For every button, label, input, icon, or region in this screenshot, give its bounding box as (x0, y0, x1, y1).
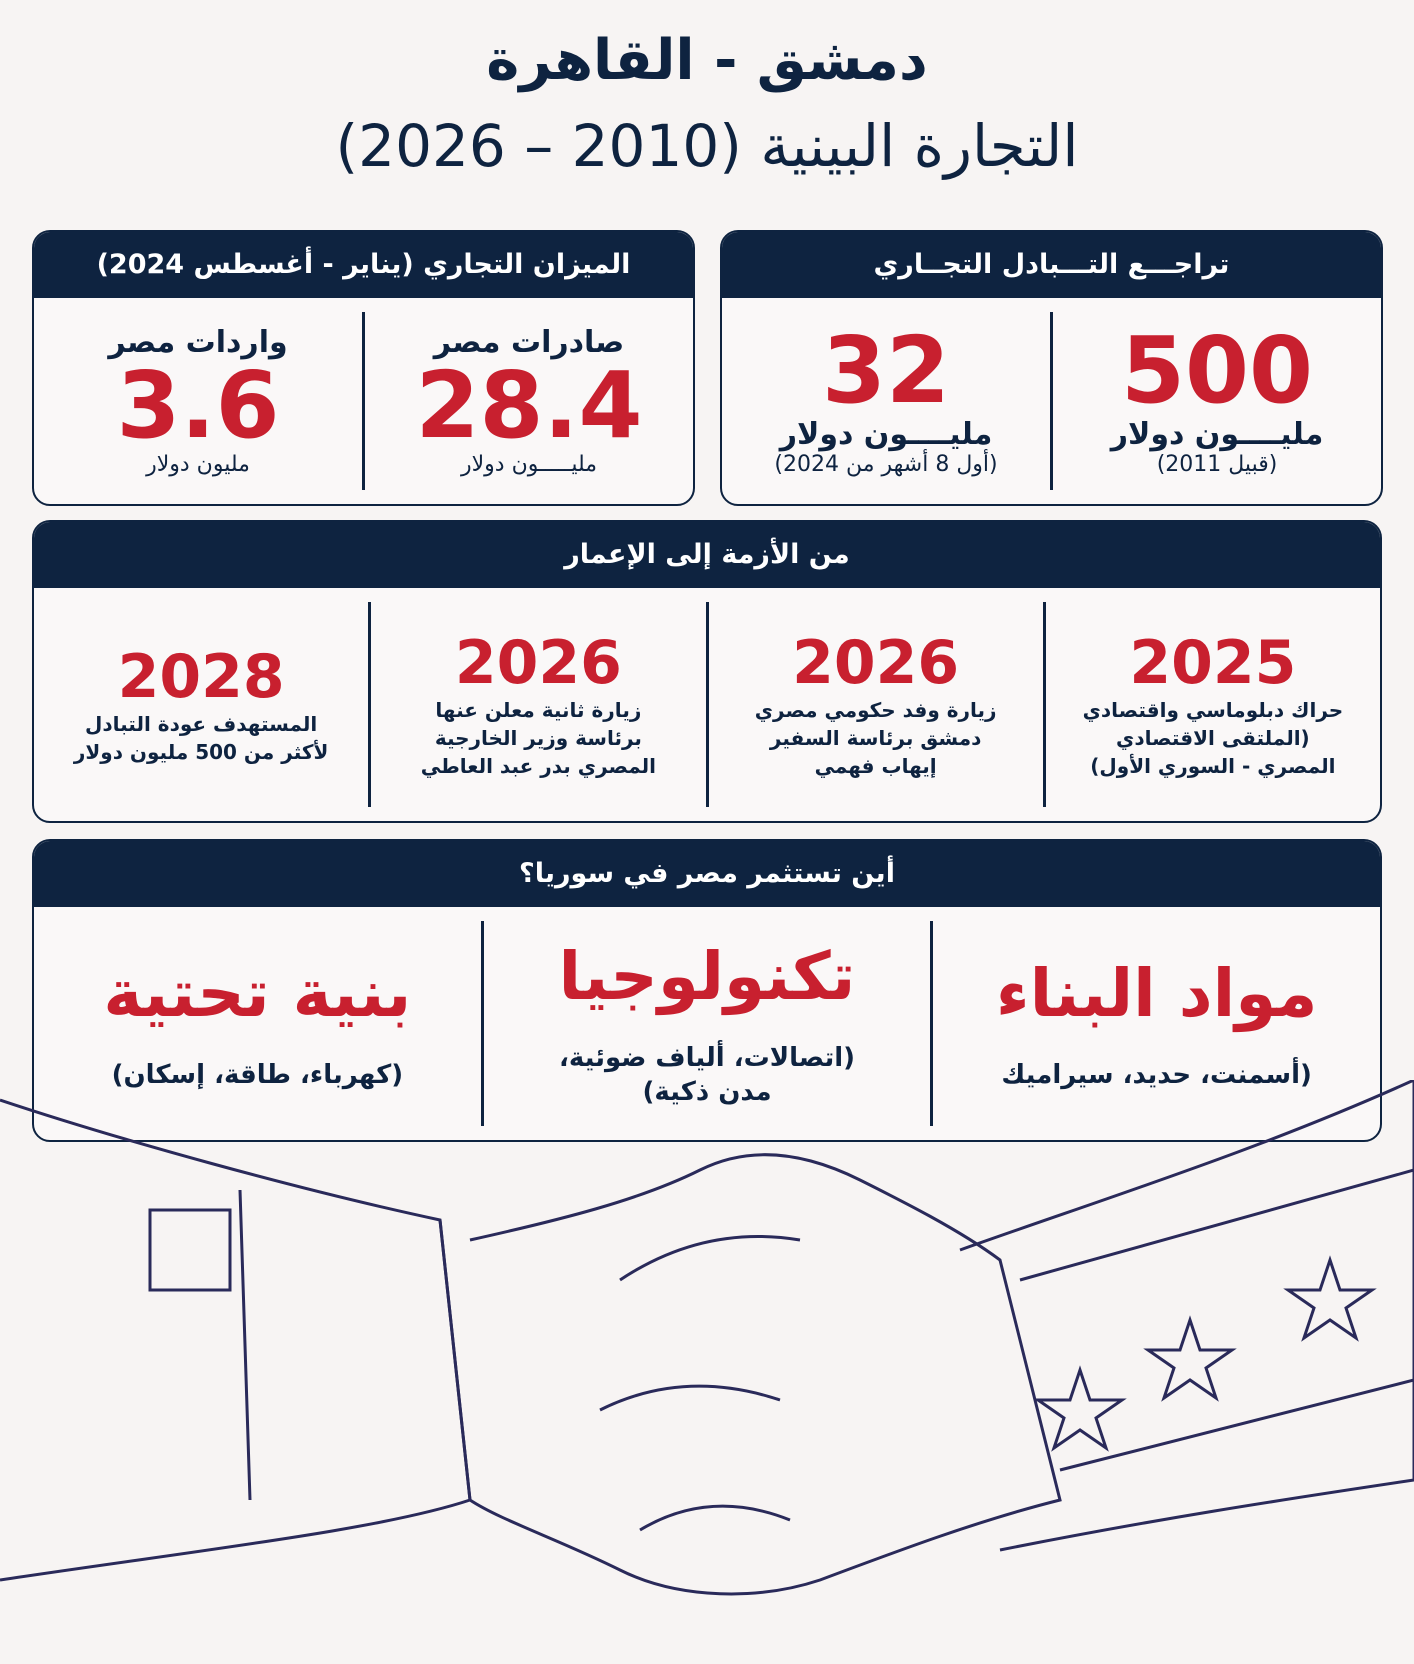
left-cuff (238, 1189, 472, 1501)
item-text: المستهدف عودة التبادل (84, 711, 318, 736)
divider (930, 921, 934, 1126)
year: 2026 (792, 627, 960, 698)
year: 2028 (117, 641, 285, 712)
item-text: (اتصالات، ألياف ضوئية، (558, 1043, 856, 1073)
sector: بنية تحتية (103, 955, 412, 1032)
subtitle: التجارة البينية (2010 – 2026) (335, 112, 1079, 180)
divider (1050, 312, 1053, 490)
stat-unit: مليــــون دولار (779, 417, 993, 452)
item-text: المصري - السوري الأول) (1090, 753, 1336, 778)
stat-label: واردات مصر (108, 325, 288, 360)
item-text: حراك دبلوماسي واقتصادي (1082, 697, 1344, 722)
stat-value: 32 (821, 317, 951, 424)
invest-panel: أين تستثمر مصر في سوريا؟ مواد البناء (أسم… (32, 839, 1382, 1142)
stat: 500 مليــــون دولار (قبيل 2011) (1053, 298, 1381, 504)
left-sleeve (0, 1098, 472, 1582)
stat-label: صادرات مصر (433, 325, 625, 360)
item-text: برئاسة وزير الخارجية (434, 725, 642, 750)
item-text: المصري بدر عبد العاطي (420, 753, 657, 778)
divider (1042, 602, 1046, 807)
panel-title: الميزان التجاري (يناير - أغسطس 2024) (34, 232, 693, 298)
panel-title: تراجـــع التـــبادل التجــاري (722, 232, 1381, 298)
item-text: زيارة ثانية معلن عنها (435, 697, 642, 722)
divider (705, 602, 709, 807)
item: 2028 المستهدف عودة التبادل لأكثر من 500 مل… (34, 588, 368, 821)
stat: صادرات مصر 28.4 مليـــــون دولار (365, 298, 693, 504)
stat-unit: مليـــــون دولار (460, 452, 598, 477)
stat-value: 28.4 (415, 352, 643, 459)
year: 2026 (454, 627, 622, 698)
item: مواد البناء (أسمنت، حديد، سيراميك (933, 907, 1380, 1140)
timeline-panel: من الأزمة إلى الإعمار 2025 حراك دبلوماسي … (32, 520, 1382, 823)
stat: 32 مليــــون دولار (أول 8 أشهر من 2024) (722, 298, 1050, 504)
item-text: مدن ذكية) (642, 1077, 772, 1107)
flag-stars (1033, 1255, 1377, 1452)
stat-value: 500 (1120, 317, 1314, 424)
item-text: دمشق برئاسة السفير (769, 725, 982, 750)
sector: مواد البناء (995, 955, 1318, 1032)
panel-title: أين تستثمر مصر في سوريا؟ (34, 841, 1380, 907)
hands (469, 1153, 1062, 1596)
divider (368, 602, 372, 807)
item: بنية تحتية (كهرباء، طاقة، إسكان) (34, 907, 481, 1140)
stat-note: (أول 8 أشهر من 2024) (774, 452, 998, 477)
item-text: (الملتقى الاقتصادي (1116, 725, 1310, 750)
flag-stripes (1019, 1168, 1414, 1472)
item: 2026 زيارة ثانية معلن عنها برئاسة وزير الخ… (371, 588, 705, 821)
item-text: (أسمنت، حديد، سيراميك (1001, 1060, 1312, 1090)
handshake-illustration (0, 1080, 1414, 1596)
sector: تكنولوجيا (558, 938, 856, 1015)
item: 2025 حراك دبلوماسي واقتصادي (الملتقى الاقت… (1046, 588, 1380, 821)
emblem (148, 1208, 232, 1292)
stat: واردات مصر 3.6 مليون دولار (34, 298, 362, 504)
panel-title: من الأزمة إلى الإعمار (34, 522, 1380, 588)
item: 2026 زيارة وفد حكومي مصري دمشق برئاسة السف… (709, 588, 1043, 821)
balance-panel: الميزان التجاري (يناير - أغسطس 2024) صاد… (32, 230, 695, 506)
right-sleeve (959, 1080, 1414, 1552)
year: 2025 (1129, 627, 1297, 698)
item-text: (كهرباء، طاقة، إسكان) (111, 1060, 404, 1090)
item-text: إيهاب فهمي (814, 753, 937, 778)
divider (362, 312, 365, 490)
item: تكنولوجيا (اتصالات، ألياف ضوئية، مدن ذكية) (484, 907, 931, 1140)
item-text: زيارة وفد حكومي مصري (754, 697, 997, 722)
stat-value: 3.6 (116, 352, 280, 459)
divider (480, 921, 484, 1126)
decline-panel: تراجـــع التـــبادل التجــاري 500 مليـــ… (720, 230, 1383, 506)
title: دمشق - القاهرة (486, 28, 928, 93)
item-text: لأكثر من 500 مليون دولار (73, 739, 329, 764)
stat-unit: مليون دولار (146, 452, 250, 477)
stat-note: (قبيل 2011) (1156, 452, 1278, 477)
stat-unit: مليــــون دولار (1110, 417, 1324, 452)
fingers (599, 1234, 801, 1532)
